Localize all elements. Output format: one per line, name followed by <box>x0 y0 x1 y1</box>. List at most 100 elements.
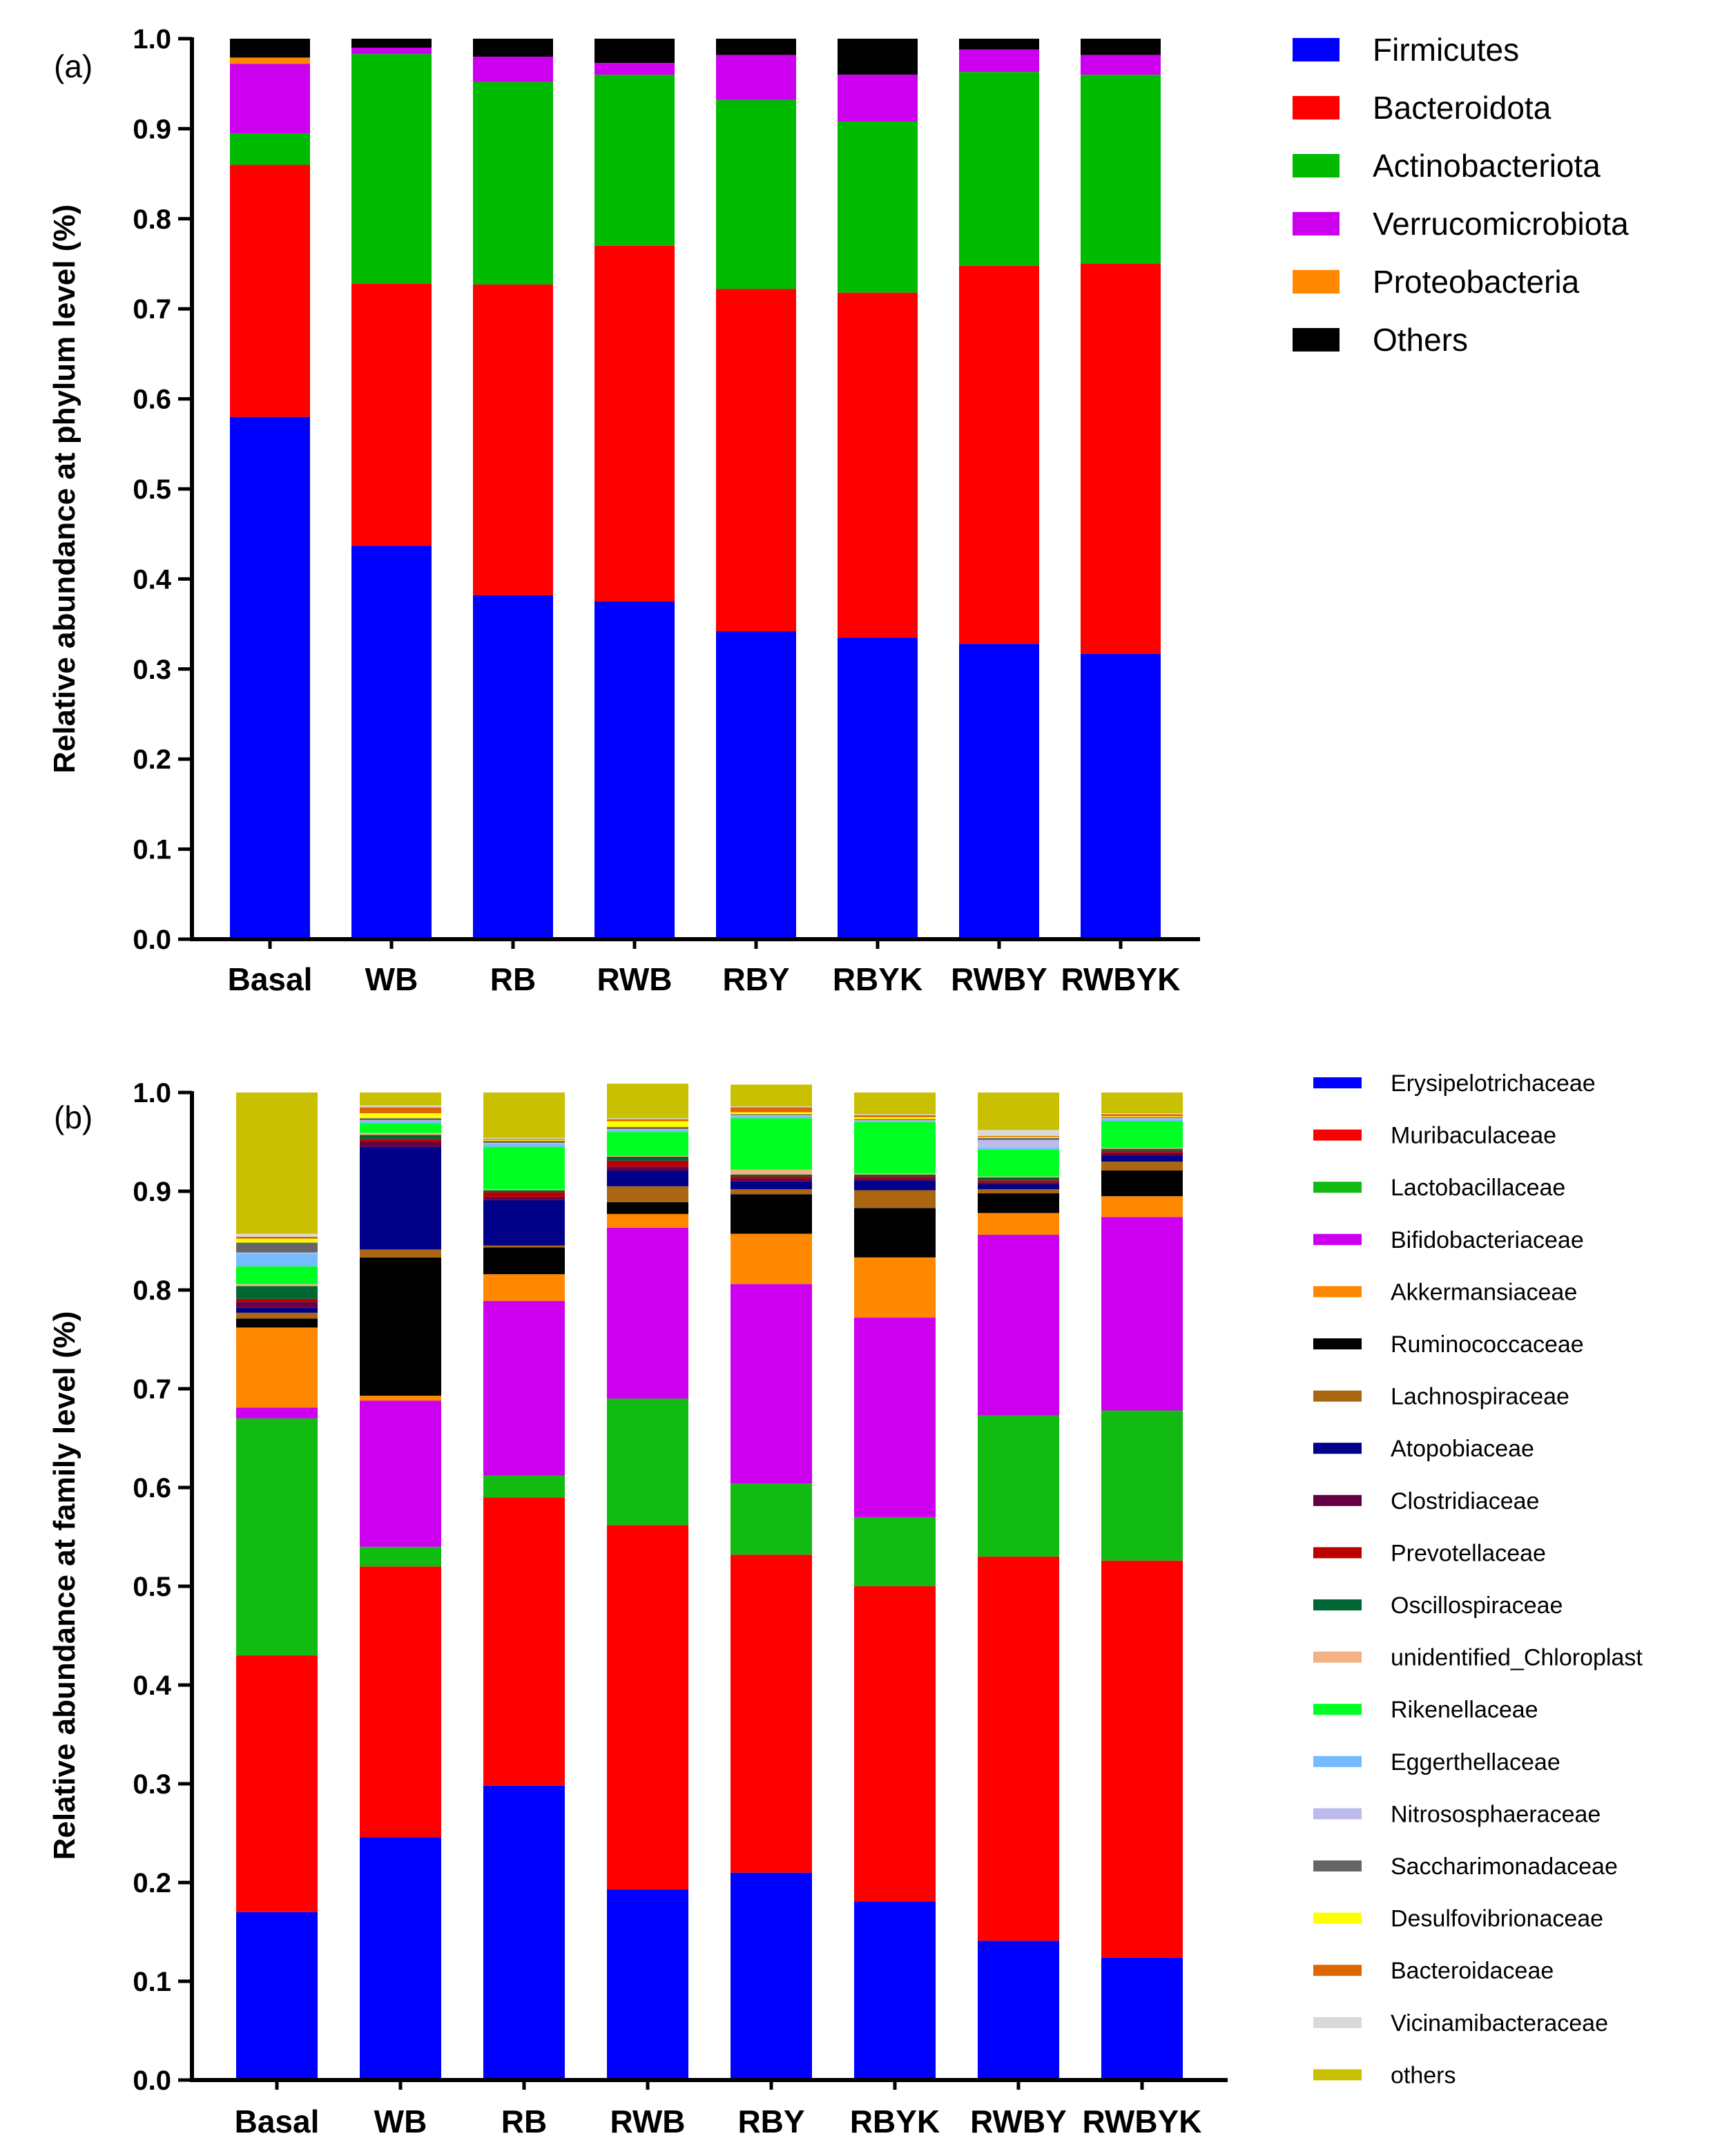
family-bar-wb-bifidobacteriaceae <box>360 1401 441 1547</box>
phylum-x-tick-rbyk: RBYK <box>833 961 922 997</box>
family-legend-swatch-prevotellaceae <box>1313 1547 1362 1559</box>
family-bar-rby-bacteroidaceae <box>731 1107 812 1113</box>
family-bar-basal-unidentified-chloroplast <box>236 1284 318 1287</box>
family-legend-swatch-unidentified-chloroplast <box>1313 1651 1362 1663</box>
family-bar-rbyk-unidentified-chloroplast <box>854 1173 936 1175</box>
family-bar-rb-eggerthellaceae <box>483 1144 565 1147</box>
family-bar-wb-akkermansiaceae <box>360 1396 441 1401</box>
family-legend-label-bifidobacteriaceae: Bifidobacteriaceae <box>1391 1227 1584 1253</box>
family-bar-rbyk-ruminococcaceae <box>854 1208 936 1258</box>
family-bar-basal-desulfovibrionaceae <box>236 1238 318 1243</box>
family-bar-rbyk-atopobiaceae <box>854 1180 936 1191</box>
phylum-y-tick-0-4: 0.4 <box>133 564 171 595</box>
phylum-y-tick-0-7: 0.7 <box>133 294 171 325</box>
family-bar-rb-vicinamibacteraceae <box>483 1137 565 1139</box>
family-bar-basal-rikenellaceae <box>236 1266 318 1284</box>
family-y-tick-0-0: 0.0 <box>133 2066 171 2096</box>
family-bar-rby-akkermansiaceae <box>731 1233 812 1284</box>
phylum-bar-rwbyk-actinobacteriota <box>1081 75 1161 264</box>
phylum-bar-rwbyk-bacteroidota <box>1081 264 1161 654</box>
family-bar-basal-akkermansiaceae <box>236 1327 318 1408</box>
family-bar-rwbyk-oscillospiraceae <box>1101 1148 1183 1151</box>
family-bar-rwbyk-lactobacillaceae <box>1101 1410 1183 1561</box>
family-bar-rwby-bacteroidaceae <box>978 1135 1059 1137</box>
family-legend-label-erysipelotrichaceae: Erysipelotrichaceae <box>1391 1070 1596 1097</box>
phylum-bar-rbyk-firmicutes <box>838 637 918 939</box>
family-bar-rb-muribaculaceae <box>483 1497 565 1786</box>
family-legend-label-oscillospiraceae: Oscillospiraceae <box>1391 1592 1563 1619</box>
family-bar-basal-bacteroidaceae <box>236 1236 318 1239</box>
family-bar-rwbyk-akkermansiaceae <box>1101 1196 1183 1217</box>
family-legend-label-akkermansiaceae: Akkermansiaceae <box>1391 1279 1577 1305</box>
family-legend-label-muribaculaceae: Muribaculaceae <box>1391 1123 1556 1149</box>
phylum-bar-wb-bacteroidota <box>351 283 432 546</box>
family-legend-swatch-lactobacillaceae <box>1313 1182 1362 1193</box>
family-bar-rby-prevotellaceae <box>731 1176 812 1179</box>
family-bar-rbyk-lactobacillaceae <box>854 1517 936 1586</box>
family-bar-rwbyk-atopobiaceae <box>1101 1155 1183 1162</box>
family-legend: Erysipelotrichaceae Muribaculaceae Lactoba… <box>1313 1070 1643 2088</box>
family-bar-rwb-lactobacillaceae <box>607 1398 688 1525</box>
family-x-tick-rby: RBY <box>737 2104 804 2139</box>
family-bar-rby-vicinamibacteraceae <box>731 1106 812 1108</box>
family-bar-rwbyk-eggerthellaceae <box>1101 1119 1183 1122</box>
family-bar-wb-unidentified-chloroplast <box>360 1133 441 1135</box>
family-legend-swatch-eggerthellaceae <box>1313 1755 1362 1767</box>
family-legend-label-atopobiaceae: Atopobiaceae <box>1391 1436 1534 1462</box>
family-bar-wb-eggerthellaceae <box>360 1121 441 1124</box>
family-panel-label: (b) <box>54 1099 93 1135</box>
family-bar-rwby-atopobiaceae <box>978 1184 1059 1190</box>
family-x-tick-rbyk: RBYK <box>850 2104 940 2139</box>
family-bar-basal-clostridiaceae <box>236 1302 318 1308</box>
family-bar-rbyk-lachnospiraceae <box>854 1190 936 1209</box>
family-bar-rwb-desulfovibrionaceae <box>607 1121 688 1128</box>
family-bar-rwbyk-ruminococcaceae <box>1101 1170 1183 1197</box>
family-bar-rb-clostridiaceae <box>483 1197 565 1200</box>
family-legend-label-others: others <box>1391 2062 1456 2088</box>
family-bar-rwb-ruminococcaceae <box>607 1202 688 1214</box>
family-bar-basal-eggerthellaceae <box>236 1253 318 1267</box>
family-bar-rby-ruminococcaceae <box>731 1194 812 1234</box>
family-bar-rwby-prevotellaceae <box>978 1180 1059 1183</box>
family-bar-rwb-lachnospiraceae <box>607 1186 688 1202</box>
family-bar-wb-clostridiaceae <box>360 1142 441 1147</box>
family-bar-rbyk-nitrososphaeraceae <box>854 1120 936 1122</box>
family-x-tick-basal: Basal <box>235 2104 320 2139</box>
family-bar-rbyk-prevotellaceae <box>854 1176 936 1179</box>
family-x-tick-rwb: RWB <box>610 2104 685 2139</box>
family-bar-rwby-muribaculaceae <box>978 1557 1059 1941</box>
family-bar-rb-rikenellaceae <box>483 1146 565 1190</box>
family-bar-rby-others <box>731 1084 812 1107</box>
phylum-bar-rwb-verrucomicrobiota <box>594 63 675 75</box>
phylum-legend-label-others: Others <box>1373 322 1468 358</box>
phylum-panel-label: (a) <box>54 48 93 84</box>
family-legend-swatch-bifidobacteriaceae <box>1313 1233 1362 1245</box>
family-legend-label-clostridiaceae: Clostridiaceae <box>1391 1488 1539 1514</box>
family-bar-rb-erysipelotrichaceae <box>483 1785 565 2080</box>
phylum-x-tick-rwby: RWBY <box>951 961 1047 997</box>
family-bar-rb-bifidobacteriaceae <box>483 1300 565 1476</box>
family-bar-rwbyk-bacteroidaceae <box>1101 1114 1183 1117</box>
phylum-x-tick-rby: RBY <box>722 961 789 997</box>
family-bar-rby-saccharimonadaceae <box>731 1114 812 1115</box>
family-bar-wb-rikenellaceae <box>360 1123 441 1133</box>
family-bar-rwb-unidentified-chloroplast <box>607 1155 688 1157</box>
family-bar-rbyk-bifidobacteriaceae <box>854 1318 936 1517</box>
family-y-tick-0-3: 0.3 <box>133 1769 171 1800</box>
phylum-bar-rbyk-verrucomicrobiota <box>838 75 918 122</box>
family-legend-label-rikenellaceae: Rikenellaceae <box>1391 1697 1538 1723</box>
family-chart: (b) Relative abundance at family level (%… <box>48 1070 1643 2139</box>
family-legend-swatch-vicinamibacteraceae <box>1313 2017 1362 2028</box>
family-bar-basal-others <box>236 1093 318 1234</box>
family-legend-label-bacteroidaceae: Bacteroidaceae <box>1391 1958 1554 1984</box>
family-bar-rwby-vicinamibacteraceae <box>978 1130 1059 1136</box>
family-legend-label-eggerthellaceae: Eggerthellaceae <box>1391 1749 1560 1775</box>
phylum-bar-rwby-firmicutes <box>959 644 1039 939</box>
family-bar-basal-muribaculaceae <box>236 1655 318 1912</box>
family-bar-rbyk-saccharimonadaceae <box>854 1119 936 1121</box>
family-bar-wb-oscillospiraceae <box>360 1135 441 1139</box>
family-bar-rby-muribaculaceae <box>731 1555 812 1873</box>
phylum-legend-label-bacteroidota: Bacteroidota <box>1373 90 1552 126</box>
family-bar-rb-saccharimonadaceae <box>483 1141 565 1143</box>
